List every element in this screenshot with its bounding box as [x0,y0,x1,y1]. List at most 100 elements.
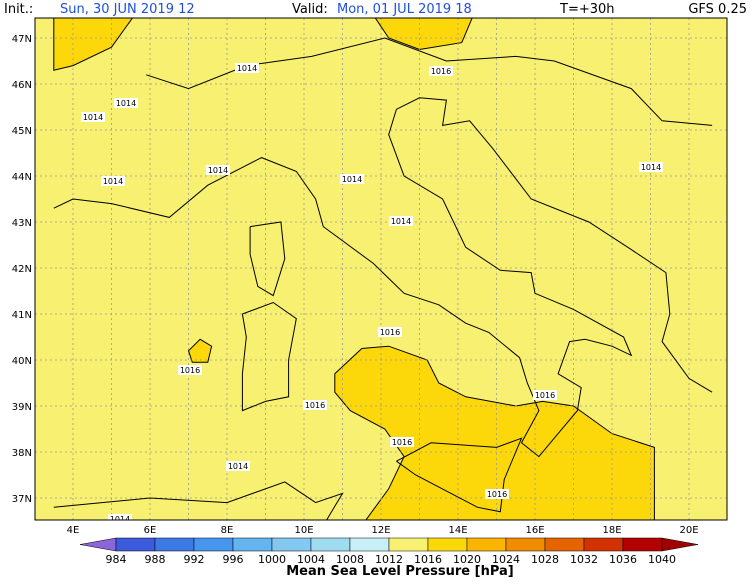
colorbar-tick-label: 1032 [570,553,598,566]
colorbar-segment [154,537,195,552]
lat-label: 43N [12,218,32,229]
map-area: 1014 1016 1014 1014 1014 1014 1014 1014 1014 1016… [35,18,727,524]
valid-label: Valid: [292,2,328,17]
colorbar-segment [544,537,585,552]
colorbar-tick-label: 1020 [453,553,481,566]
valid-time: Mon, 01 JUL 2019 18 [337,2,472,17]
colorbar-tick-label: 1036 [609,553,637,566]
lat-label: 44N [12,172,32,183]
contour-label-bg [81,112,105,122]
lat-label: 37N [12,494,32,505]
contour-label-bg [235,63,259,73]
lon-label: 10E [294,525,313,536]
colorbar-tick-label: 1028 [531,553,559,566]
contour-label-bg [389,216,413,226]
lon-label: 8E [221,525,234,536]
lon-label: 4E [67,525,80,536]
lead-time: T=+30h [559,2,615,17]
contour-label: 1014 [237,64,257,73]
colorbar-tick-label: 996 [223,553,244,566]
lat-label: 38N [12,448,32,459]
lat-label: 39N [12,402,32,413]
coastline [396,437,523,513]
high-pressure-area [53,18,134,71]
init-time: Sun, 30 JUN 2019 12 [60,2,195,17]
contour-label: 1016 [180,366,200,375]
colorbar-tick-label: 988 [145,553,166,566]
contour-label: 1016 [392,438,412,447]
colorbar-segment [388,537,429,552]
colorbar-title: Mean Sea Level Pressure [hPa] [286,564,514,579]
lat-label: 40N [12,356,32,367]
contour-label: 1014 [83,113,103,122]
contour-label-bg [226,461,250,471]
coastline [241,301,297,412]
colorbar-tick-label: 1040 [648,553,676,566]
contour-label: 1014 [641,163,661,172]
lon-label: 14E [448,525,467,536]
colorbar-tick-label: 992 [184,553,205,566]
contour-label: 1014 [228,462,248,471]
colorbar-segment [583,537,624,552]
colorbar-segment [193,537,234,552]
colorbar-tick-label: 984 [106,553,127,566]
contour-label: 1016 [535,391,555,400]
contour-label: 1014 [391,217,411,226]
colorbar-segment [115,537,156,552]
colorbar-segment [622,537,663,552]
contour-label-bg [114,98,138,108]
contour-label-bg [108,514,132,520]
contour-label-bg [206,165,230,175]
coastline [146,37,713,126]
map-frame [34,17,728,521]
contour-label: 1016 [431,67,451,76]
lat-label: 42N [12,264,32,275]
contour-label-bg [340,174,364,184]
contour-label-bg [429,66,453,76]
contour-label: 1016 [305,401,325,410]
contour-label-bg [178,365,202,375]
colorbar-tick-label: 1024 [492,553,520,566]
model-name: GFS 0.25 [688,2,747,17]
colorbar-tick-label: 1016 [414,553,442,566]
lat-label: 45N [12,126,32,137]
high-pressure-area [374,18,473,51]
colorbar-tick-label: 1000 [258,553,286,566]
contour-label: 1014 [110,515,130,524]
lon-label: 20E [679,525,698,536]
colorbar-tick-label: 1012 [375,553,403,566]
coastline [53,481,344,520]
contour-label-bg [533,390,557,400]
colorbar-segment [466,537,507,552]
contour-label-bg [485,489,509,499]
lon-label: 18E [602,525,621,536]
contour-label: 1014 [342,175,362,184]
lon-label: 12E [371,525,390,536]
colorbar-high-end [661,537,699,552]
contour-label-bg [390,437,414,447]
colorbar-tick-label: 1008 [336,553,364,566]
lat-label: 41N [12,310,32,321]
contour-label: 1014 [103,177,123,186]
contour-label: 1014 [208,166,228,175]
colorbar-tick-label: 1004 [297,553,325,566]
colorbar-segment [349,537,390,552]
contour-label: 1016 [380,328,400,337]
contour-label-bg [639,162,663,172]
lat-label: 47N [12,34,32,45]
contour-label-bg [101,176,125,186]
contour-label: 1016 [487,490,507,499]
contour-label-bg [378,327,402,337]
coastline [249,221,286,297]
colorbar-segment [232,537,273,552]
coastline [53,97,713,458]
lon-label: 16E [525,525,544,536]
contour-label: 1014 [116,99,136,108]
colorbar-segment [310,537,351,552]
lon-label: 6E [144,525,157,536]
colorbar-segment [271,537,312,552]
lat-label: 46N [12,80,32,91]
colorbar-segment [505,537,546,552]
colorbar-segment [427,537,468,552]
